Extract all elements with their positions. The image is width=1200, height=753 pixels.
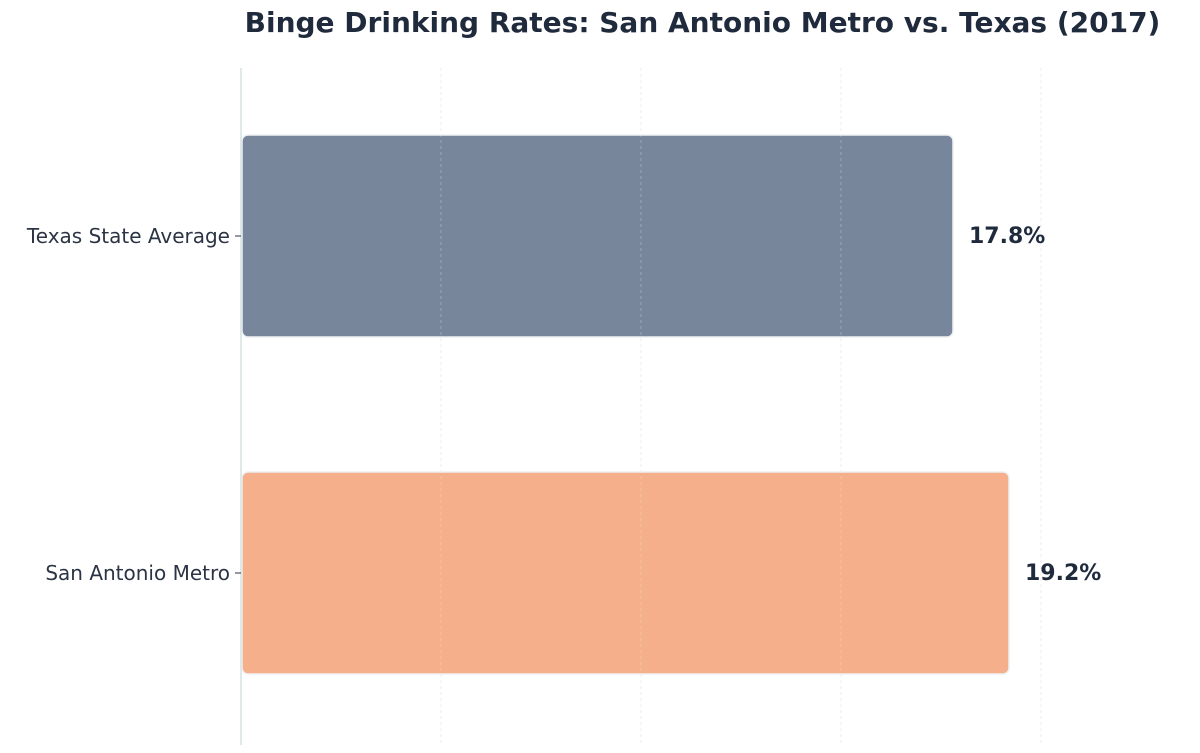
value-label-1: 17.8% xyxy=(969,224,1045,249)
grid-overlay xyxy=(440,68,1042,745)
bar-1 xyxy=(241,134,954,338)
chart-title: Binge Drinking Rates: San Antonio Metro … xyxy=(244,6,1161,39)
labels: Texas State Average 17.8% San Antonio Metr… xyxy=(26,224,1101,586)
category-label-2: San Antonio Metro xyxy=(45,561,230,585)
bar-2 xyxy=(241,471,1010,675)
value-label-2: 19.2% xyxy=(1025,561,1101,586)
bars xyxy=(241,134,1010,675)
category-label-1: Texas State Average xyxy=(26,224,230,248)
